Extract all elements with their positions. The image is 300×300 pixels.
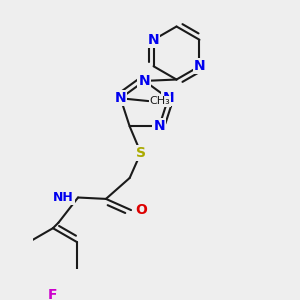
Text: N: N	[115, 91, 126, 105]
Text: N: N	[194, 59, 205, 73]
Text: N: N	[153, 119, 165, 134]
Text: N: N	[139, 74, 150, 88]
Text: S: S	[136, 146, 146, 160]
Text: F: F	[48, 288, 58, 300]
Text: CH₃: CH₃	[150, 96, 171, 106]
Text: N: N	[163, 91, 174, 105]
Text: O: O	[135, 203, 147, 217]
Text: NH: NH	[53, 191, 74, 204]
Text: N: N	[148, 33, 159, 47]
